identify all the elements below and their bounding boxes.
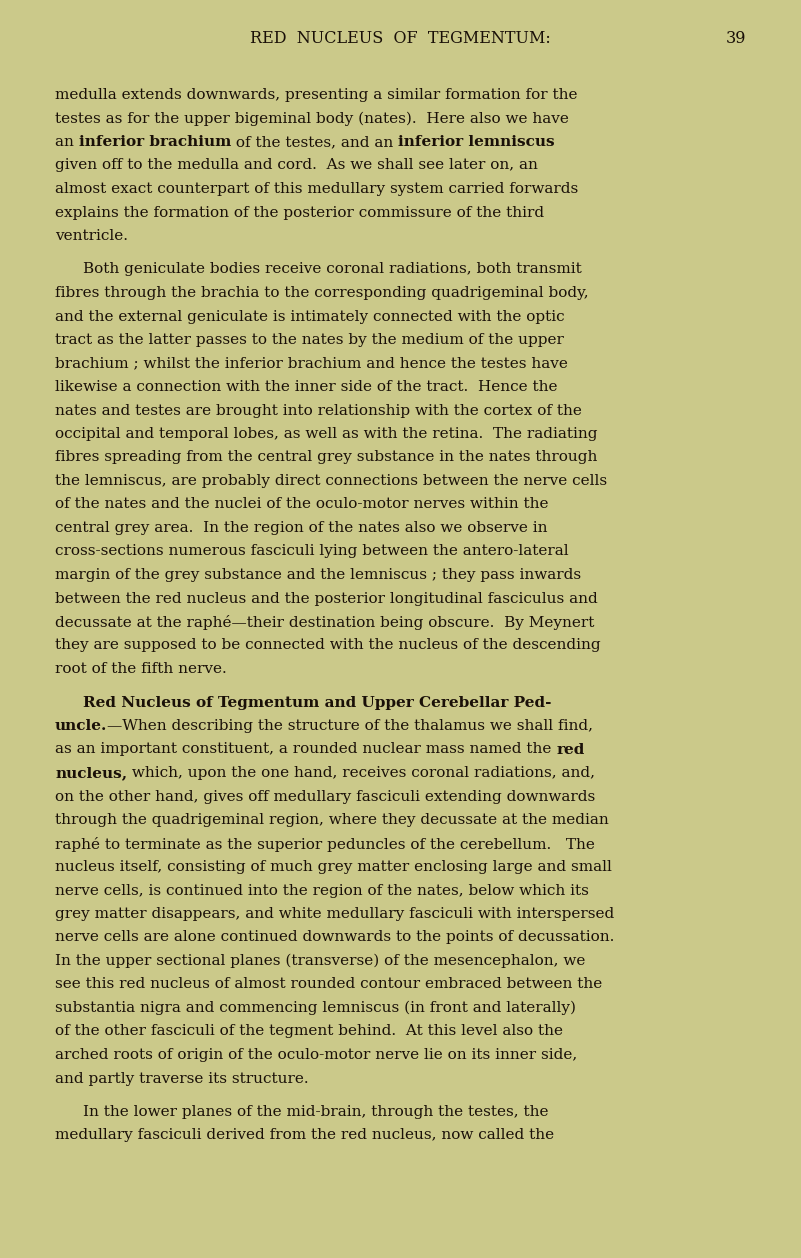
Text: Red Nucleus of Tegmentum and Upper Cerebellar Ped-: Red Nucleus of Tegmentum and Upper Cereb… [83,696,552,710]
Text: they are supposed to be connected with the nucleus of the descending: they are supposed to be connected with t… [55,639,601,653]
Text: through the quadrigeminal region, where they decussate at the median: through the quadrigeminal region, where … [55,813,609,827]
Text: fibres through the brachia to the corresponding quadrigeminal body,: fibres through the brachia to the corres… [55,286,589,299]
Text: of the nates and the nuclei of the oculo-motor nerves within the: of the nates and the nuclei of the oculo… [55,497,549,512]
Text: RED  NUCLEUS  OF  TEGMENTUM:: RED NUCLEUS OF TEGMENTUM: [250,30,551,47]
Text: explains the formation of the posterior commissure of the third: explains the formation of the posterior … [55,205,544,219]
Text: uncle.: uncle. [55,720,107,733]
Text: given off to the medulla and cord.  As we shall see later on, an: given off to the medulla and cord. As we… [55,159,538,172]
Text: cross-sections numerous fasciculi lying between the antero-lateral: cross-sections numerous fasciculi lying … [55,545,569,559]
Text: medulla extends downwards, presenting a similar formation for the: medulla extends downwards, presenting a … [55,88,578,102]
Text: grey matter disappears, and white medullary fasciculi with interspersed: grey matter disappears, and white medull… [55,907,614,921]
Text: inferior lemniscus: inferior lemniscus [398,135,555,148]
Text: central grey area.  In the region of the nates also we observe in: central grey area. In the region of the … [55,521,548,535]
Text: nucleus,: nucleus, [55,766,127,780]
Text: almost exact counterpart of this medullary system carried forwards: almost exact counterpart of this medulla… [55,182,578,196]
Text: tract as the latter passes to the nates by the medium of the upper: tract as the latter passes to the nates … [55,333,564,347]
Text: nerve cells are alone continued downwards to the points of decussation.: nerve cells are alone continued downward… [55,931,614,945]
Text: between the red nucleus and the posterior longitudinal fasciculus and: between the red nucleus and the posterio… [55,591,598,605]
Text: medullary fasciculi derived from the red nucleus, now called the: medullary fasciculi derived from the red… [55,1128,554,1142]
Text: of the testes, and an: of the testes, and an [231,135,398,148]
Text: which, upon the one hand, receives coronal radiations, and,: which, upon the one hand, receives coron… [127,766,595,780]
Text: and partly traverse its structure.: and partly traverse its structure. [55,1072,308,1086]
Text: on the other hand, gives off medullary fasciculi extending downwards: on the other hand, gives off medullary f… [55,790,595,804]
Text: margin of the grey substance and the lemniscus ; they pass inwards: margin of the grey substance and the lem… [55,569,581,582]
Text: ventricle.: ventricle. [55,229,128,243]
Text: of the other fasciculi of the tegment behind.  At this level also the: of the other fasciculi of the tegment be… [55,1024,563,1039]
Text: red: red [556,742,585,756]
Text: as an important constituent, a rounded nuclear mass named the: as an important constituent, a rounded n… [55,742,556,756]
Text: an: an [55,135,78,148]
Text: nates and testes are brought into relationship with the cortex of the: nates and testes are brought into relati… [55,404,582,418]
Text: occipital and temporal lobes, as well as with the retina.  The radiating: occipital and temporal lobes, as well as… [55,426,598,442]
Text: and the external geniculate is intimately connected with the optic: and the external geniculate is intimatel… [55,309,565,323]
Text: 39: 39 [726,30,746,47]
Text: nucleus itself, consisting of much grey matter enclosing large and small: nucleus itself, consisting of much grey … [55,860,612,874]
Text: the lemniscus, are probably direct connections between the nerve cells: the lemniscus, are probably direct conne… [55,474,607,488]
Text: root of the fifth nerve.: root of the fifth nerve. [55,662,227,676]
Text: brachium ; whilst the inferior brachium and hence the testes have: brachium ; whilst the inferior brachium … [55,356,568,371]
Text: raphé to terminate as the superior peduncles of the cerebellum.   The: raphé to terminate as the superior pedun… [55,837,595,852]
Text: Both geniculate bodies receive coronal radiations, both transmit: Both geniculate bodies receive coronal r… [83,263,582,277]
Text: see this red nucleus of almost rounded contour embraced between the: see this red nucleus of almost rounded c… [55,977,602,991]
Text: likewise a connection with the inner side of the tract.  Hence the: likewise a connection with the inner sid… [55,380,557,394]
Text: nerve cells, is continued into the region of the nates, below which its: nerve cells, is continued into the regio… [55,883,589,897]
Text: arched roots of origin of the oculo-motor nerve lie on its inner side,: arched roots of origin of the oculo-moto… [55,1048,578,1062]
Text: testes as for the upper bigeminal body (nates).  Here also we have: testes as for the upper bigeminal body (… [55,112,569,126]
Text: inferior brachium: inferior brachium [78,135,231,148]
Text: fibres spreading from the central grey substance in the nates through: fibres spreading from the central grey s… [55,450,598,464]
Text: In the upper sectional planes (transverse) of the mesencephalon, we: In the upper sectional planes (transvers… [55,954,586,969]
Text: substantia nigra and commencing lemniscus (in front and laterally): substantia nigra and commencing lemniscu… [55,1001,576,1015]
Text: decussate at the raphé—their destination being obscure.  By Meynert: decussate at the raphé—their destination… [55,615,594,630]
Text: In the lower planes of the mid-brain, through the testes, the: In the lower planes of the mid-brain, th… [83,1105,549,1120]
Text: —When describing the structure of the thalamus we shall find,: —When describing the structure of the th… [107,720,594,733]
